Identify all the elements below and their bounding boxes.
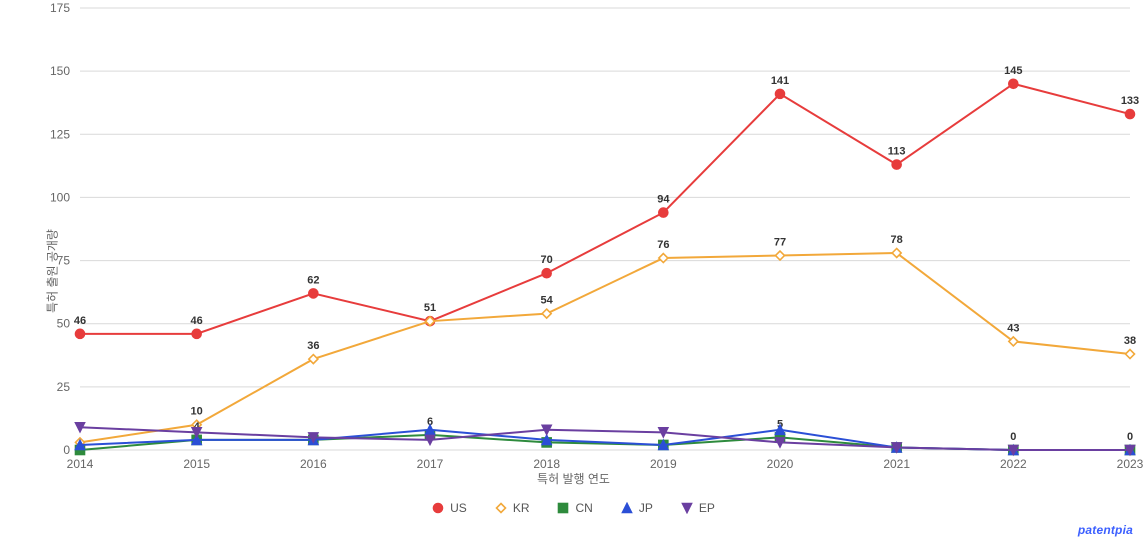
- svg-text:2023: 2023: [1117, 457, 1144, 471]
- svg-text:2016: 2016: [300, 457, 327, 471]
- svg-text:51: 51: [424, 302, 436, 314]
- legend-item-jp[interactable]: JP: [621, 501, 653, 515]
- svg-text:54: 54: [541, 295, 554, 307]
- legend-item-ep[interactable]: EP: [681, 501, 715, 515]
- legend-item-kr[interactable]: KR: [495, 501, 530, 515]
- svg-text:94: 94: [657, 194, 670, 206]
- svg-text:43: 43: [1007, 322, 1019, 334]
- svg-text:46: 46: [74, 315, 86, 327]
- svg-text:70: 70: [541, 254, 553, 266]
- svg-text:10: 10: [191, 406, 203, 418]
- circle-icon: [432, 502, 444, 514]
- svg-text:0: 0: [1127, 431, 1133, 443]
- svg-text:141: 141: [771, 75, 789, 87]
- svg-text:113: 113: [888, 146, 906, 158]
- diamond-icon: [495, 502, 507, 514]
- svg-text:150: 150: [50, 64, 70, 78]
- triangle-down-icon: [681, 502, 693, 514]
- svg-text:46: 46: [191, 315, 203, 327]
- legend-label: JP: [639, 501, 653, 515]
- svg-text:125: 125: [50, 127, 70, 141]
- svg-text:145: 145: [1004, 65, 1022, 77]
- svg-text:38: 38: [1124, 335, 1136, 347]
- watermark: patentpia: [1078, 523, 1133, 537]
- svg-text:0: 0: [63, 443, 70, 457]
- svg-text:62: 62: [307, 274, 319, 286]
- svg-text:77: 77: [774, 237, 786, 249]
- legend-label: EP: [699, 501, 715, 515]
- svg-text:100: 100: [50, 190, 70, 204]
- svg-text:2019: 2019: [650, 457, 677, 471]
- svg-text:76: 76: [657, 239, 669, 251]
- svg-text:2017: 2017: [417, 457, 444, 471]
- svg-text:2022: 2022: [1000, 457, 1027, 471]
- svg-text:25: 25: [57, 380, 71, 394]
- svg-text:2015: 2015: [183, 457, 210, 471]
- triangle-icon: [621, 502, 633, 514]
- y-axis-title: 특허 출원 공개량: [43, 229, 60, 313]
- chart-container: 0255075100125150175201420152016201720182…: [0, 0, 1147, 541]
- legend-item-us[interactable]: US: [432, 501, 467, 515]
- legend-label: KR: [513, 501, 530, 515]
- legend: US KR CN JP EP: [0, 501, 1147, 515]
- line-chart: 0255075100125150175201420152016201720182…: [0, 0, 1147, 541]
- x-axis-title: 특허 발행 연도: [0, 470, 1147, 487]
- legend-label: US: [450, 501, 467, 515]
- svg-text:133: 133: [1121, 95, 1139, 107]
- legend-item-cn[interactable]: CN: [557, 501, 592, 515]
- svg-text:175: 175: [50, 1, 70, 15]
- svg-text:2018: 2018: [533, 457, 560, 471]
- svg-text:36: 36: [307, 340, 319, 352]
- svg-text:50: 50: [57, 317, 71, 331]
- svg-text:2021: 2021: [883, 457, 910, 471]
- legend-label: CN: [575, 501, 592, 515]
- svg-text:2020: 2020: [767, 457, 794, 471]
- square-icon: [557, 502, 569, 514]
- svg-text:2014: 2014: [67, 457, 94, 471]
- svg-text:78: 78: [891, 234, 903, 246]
- svg-text:0: 0: [1010, 431, 1016, 443]
